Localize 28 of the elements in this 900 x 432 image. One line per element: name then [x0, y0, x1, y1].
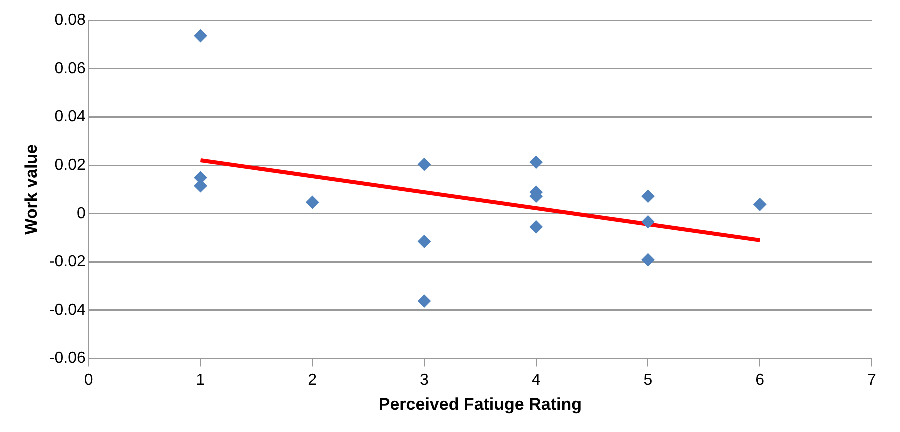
y-axis-title: Work value	[22, 144, 41, 235]
x-tick-label: 5	[644, 372, 653, 389]
y-tick-label: 0.02	[54, 156, 86, 174]
point	[642, 216, 655, 229]
x-tick-label: 2	[308, 372, 318, 389]
point	[642, 190, 655, 203]
y-tick-label: 0.06	[54, 60, 86, 78]
x-tick-label: 4	[532, 372, 541, 389]
point	[418, 158, 431, 172]
y-tick-label: 0.04	[54, 108, 86, 126]
point	[530, 156, 543, 169]
y-tick-label: 0	[76, 205, 86, 222]
y-tick-label: -0.02	[49, 254, 86, 271]
point	[306, 196, 320, 210]
point	[530, 220, 543, 234]
y-tick-label: -0.06	[49, 350, 86, 368]
point	[194, 30, 208, 43]
y-tick-label: 0.08	[54, 12, 86, 30]
x-tick-label: 6	[756, 372, 765, 389]
point	[754, 198, 767, 212]
x-tick-label: 1	[196, 372, 206, 389]
x-tick-label: 7	[868, 372, 877, 389]
x-axis-title: Perceived Fatiuge Rating	[378, 394, 582, 414]
point	[642, 254, 655, 266]
x-tick-label: 3	[420, 372, 430, 389]
y-tick-label: -0.04	[49, 302, 86, 319]
point	[418, 294, 431, 308]
point	[418, 235, 431, 248]
